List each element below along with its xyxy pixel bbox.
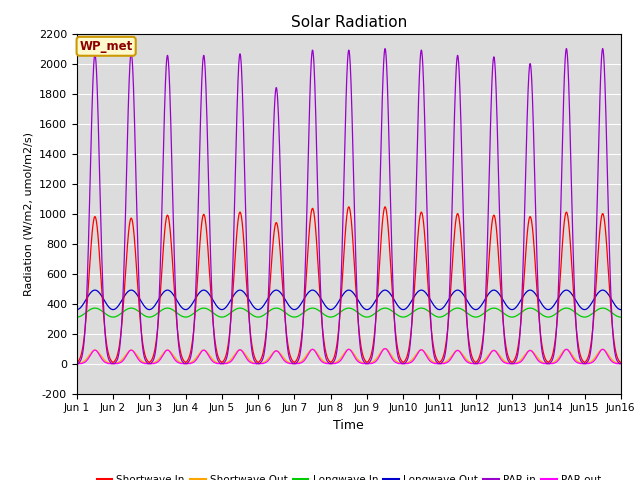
Longwave Out [225,300,232,306]
Shortwave Out [225,359,232,365]
Shortwave In [73,360,81,365]
Longwave Out [569,292,577,298]
Legend: Shortwave In, Shortwave Out, Longwave In, Longwave Out, PAR in, PAR out: Shortwave In, Shortwave Out, Longwave In… [93,471,605,480]
Longwave Out [584,305,591,311]
Longwave In [365,314,372,320]
Shortwave In [584,354,592,360]
Shortwave In [377,245,385,251]
Line: Shortwave Out: Shortwave Out [77,348,621,364]
Line: Longwave Out: Longwave Out [77,290,621,310]
Text: WP_met: WP_met [79,40,132,53]
Shortwave In [345,204,353,210]
PAR in [617,361,625,367]
Longwave In [507,314,515,320]
PAR in [507,361,515,367]
Title: Solar Radiation: Solar Radiation [291,15,407,30]
Longwave In [376,307,384,312]
Shortwave In [225,340,232,346]
PAR in [584,359,591,364]
PAR out [381,346,389,351]
PAR out [569,355,577,360]
PAR in [376,183,384,189]
Longwave In [225,312,232,317]
Longwave Out [91,287,99,293]
Longwave In [584,313,591,319]
Shortwave Out [584,360,591,366]
Line: PAR in: PAR in [77,48,621,364]
Longwave In [569,308,577,313]
PAR in [364,361,372,367]
Line: PAR out: PAR out [77,348,621,364]
Y-axis label: Radiation (W/m2, umol/m2/s): Radiation (W/m2, umol/m2/s) [23,132,33,296]
PAR out [617,361,625,367]
Longwave Out [73,307,81,312]
Shortwave In [365,358,372,363]
X-axis label: Time: Time [333,419,364,432]
Shortwave In [507,359,515,365]
Longwave Out [376,290,384,296]
Shortwave In [254,360,262,365]
Shortwave Out [507,361,515,367]
Shortwave Out [569,353,577,359]
PAR out [225,360,232,366]
Longwave Out [507,307,515,312]
PAR in [381,46,389,51]
PAR in [73,361,81,367]
PAR out [507,361,515,367]
Line: Longwave In: Longwave In [77,308,621,317]
Shortwave In [569,281,577,287]
Shortwave Out [364,361,372,367]
PAR out [376,352,384,358]
Longwave Out [617,307,625,312]
Longwave Out [365,306,372,312]
Line: Shortwave In: Shortwave In [77,207,621,362]
Longwave In [91,305,99,311]
Shortwave Out [73,361,81,367]
PAR out [364,361,372,367]
Shortwave Out [617,361,625,367]
PAR in [225,346,232,351]
Longwave In [73,314,81,320]
PAR out [584,361,591,367]
Shortwave In [617,360,625,365]
Longwave In [617,314,625,320]
Shortwave Out [376,350,384,356]
PAR out [73,361,81,367]
PAR in [569,231,577,237]
Shortwave Out [381,346,389,351]
